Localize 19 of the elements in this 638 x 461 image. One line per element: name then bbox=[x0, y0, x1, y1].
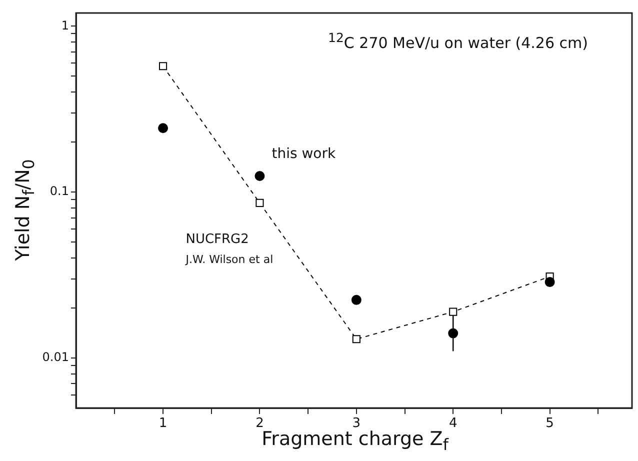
x-tick-label: 5 bbox=[546, 416, 554, 432]
text: $^{12}$C 270 MeV/u on water (4.26 cm) bbox=[328, 30, 588, 52]
x-tick-label: 1 bbox=[158, 416, 168, 432]
series-label: NUCFRG2 bbox=[186, 232, 249, 247]
point bbox=[158, 123, 168, 134]
annotation: J.W. Wilson et al bbox=[184, 252, 274, 266]
point bbox=[254, 171, 265, 182]
y-tick-label: 0.1 bbox=[50, 184, 69, 198]
x-tick-label: 4 bbox=[448, 416, 458, 432]
point bbox=[544, 277, 555, 288]
y-tick-label: 0.01 bbox=[42, 350, 69, 364]
point bbox=[351, 294, 362, 305]
point bbox=[158, 62, 168, 70]
point bbox=[256, 198, 264, 207]
point bbox=[449, 308, 458, 316]
series-label: this work bbox=[272, 146, 336, 162]
y-tick-label: 1 bbox=[61, 18, 69, 32]
x-tick-label: 2 bbox=[256, 416, 264, 432]
point bbox=[352, 335, 360, 344]
